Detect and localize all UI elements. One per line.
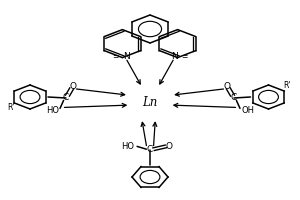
Text: R': R' — [284, 81, 291, 90]
Text: C: C — [147, 146, 153, 154]
Text: C: C — [231, 93, 237, 102]
Text: =: = — [112, 52, 119, 61]
Text: HO: HO — [46, 106, 59, 115]
Text: R': R' — [8, 104, 15, 112]
Text: N: N — [171, 52, 177, 61]
Text: =: = — [181, 52, 188, 61]
Text: N: N — [123, 52, 129, 61]
Text: C: C — [63, 93, 69, 102]
Text: HO: HO — [121, 142, 134, 151]
Text: OH: OH — [241, 106, 254, 115]
Text: O: O — [224, 82, 231, 91]
Text: Ln: Ln — [142, 97, 158, 110]
Text: O: O — [69, 82, 76, 91]
Text: O: O — [166, 142, 173, 151]
